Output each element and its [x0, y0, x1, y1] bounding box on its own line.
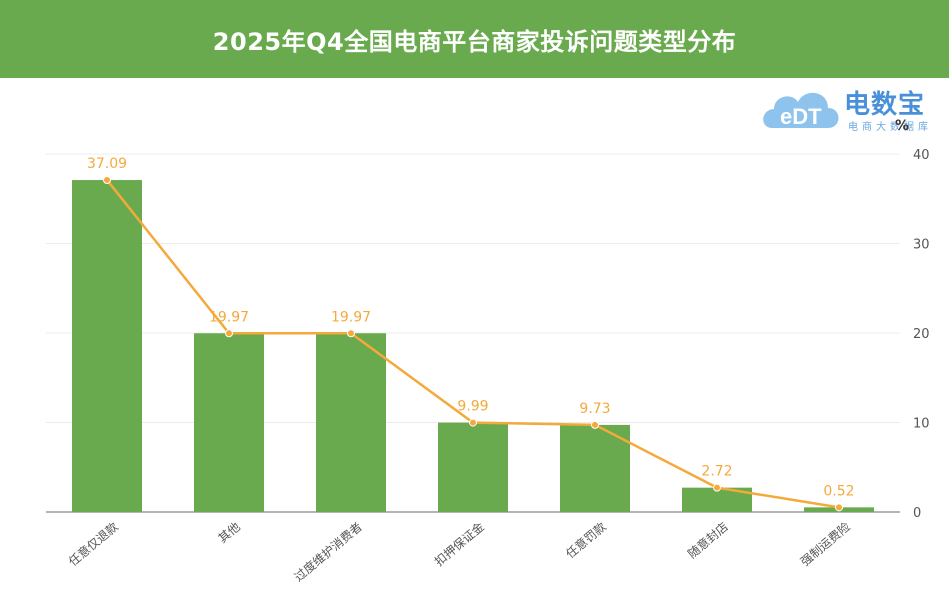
logo-subtitle: 电商大数据库 [848, 122, 932, 133]
data-label: 19.97 [209, 309, 249, 325]
x-tick-label: 随意封店 [685, 519, 731, 561]
data-label: 2.72 [701, 464, 732, 480]
data-label: 0.52 [823, 483, 854, 499]
x-tick-label: 其他 [216, 520, 243, 546]
logo-name: 电数宝 [844, 90, 926, 120]
bar [316, 333, 386, 512]
line-point [347, 329, 355, 338]
x-tick-label: 过度维护消费者 [291, 519, 365, 584]
data-label: 9.73 [579, 401, 610, 417]
y-tick-label: 0 [913, 506, 921, 521]
line-point [713, 483, 721, 492]
y-tick-label: 20 [913, 327, 930, 342]
data-label: 9.99 [457, 399, 488, 415]
bar [72, 180, 142, 512]
brand-logo: eDT 电数宝 电商大数据库 [758, 76, 948, 136]
line-point [835, 503, 843, 512]
y-tick-label: 10 [913, 417, 930, 432]
logo-icon-text: eDT [780, 104, 822, 129]
data-label: 19.97 [331, 309, 371, 325]
y-tick-label: 40 [913, 148, 930, 163]
line-point [225, 329, 233, 338]
cloud-logo-icon: eDT [763, 92, 839, 129]
line-point [591, 420, 599, 429]
line-point [103, 176, 111, 185]
x-tick-label: 强制运费险 [797, 519, 853, 569]
bar [194, 333, 264, 512]
line-point [469, 418, 477, 427]
data-label: 37.09 [87, 156, 127, 172]
bar [438, 422, 508, 512]
y-axis-unit: % [895, 118, 910, 134]
title-bar: 2025年Q4全国电商平台商家投诉问题类型分布 [0, 0, 949, 78]
x-tick-label: 扣押保证金 [431, 519, 487, 569]
x-tick-label: 任意仅退款 [65, 519, 121, 569]
x-tick-label: 任意罚款 [563, 519, 609, 561]
y-tick-label: 30 [913, 238, 930, 253]
bar [560, 424, 630, 512]
chart-title: 2025年Q4全国电商平台商家投诉问题类型分布 [212, 27, 737, 56]
